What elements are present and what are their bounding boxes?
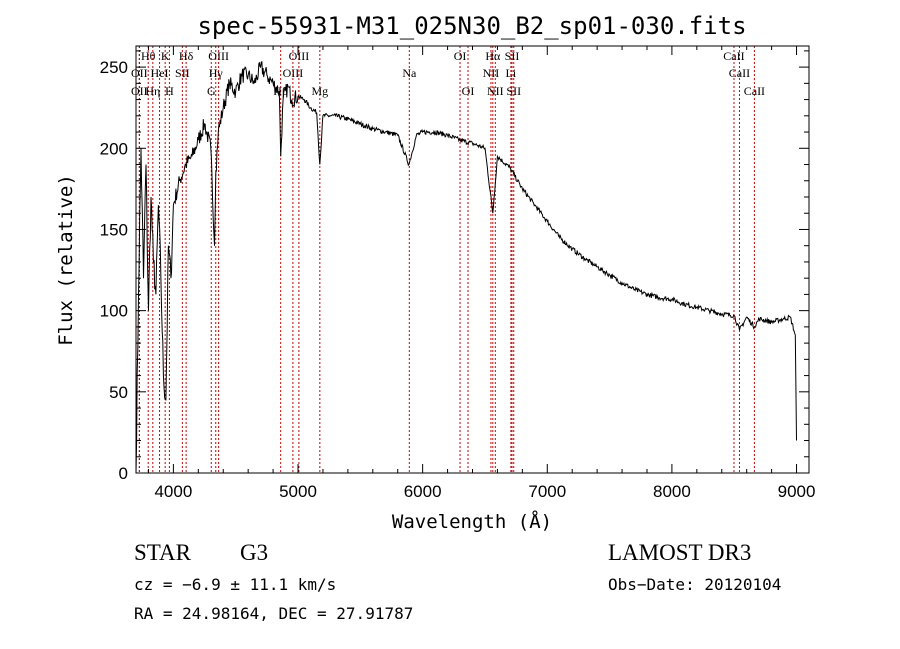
y-tick-label: 200 bbox=[100, 139, 128, 158]
x-tick-label: 9000 bbox=[778, 482, 816, 501]
emission-line-label: Hη bbox=[145, 84, 160, 98]
emission-line-label: SII bbox=[505, 49, 520, 63]
emission-line-label: K bbox=[161, 49, 170, 63]
y-tick-label: 250 bbox=[100, 58, 128, 77]
axis-ticks: 4000 5000 6000 7000 8000 9000 0 50 100 150 200 250 bbox=[100, 46, 816, 501]
y-tick-label: 100 bbox=[100, 302, 128, 321]
emission-line-label: Li bbox=[506, 66, 517, 80]
y-axis-label: Flux (relative) bbox=[55, 174, 77, 346]
emission-line-label: SII bbox=[506, 84, 521, 98]
x-axis-label: Wavelength (Å) bbox=[392, 510, 552, 533]
x-tick-label: 7000 bbox=[528, 482, 566, 501]
emission-line-label: G bbox=[207, 84, 216, 98]
y-tick-label: 150 bbox=[100, 220, 128, 239]
emission-line-label: OIII bbox=[208, 49, 229, 63]
emission-line-label: Na bbox=[402, 66, 417, 80]
emission-line-label: Hδ bbox=[179, 49, 194, 63]
plot-frame bbox=[135, 45, 810, 474]
emission-line-label: OIII bbox=[283, 66, 304, 80]
survey-name: LAMOST DR3 bbox=[608, 540, 751, 565]
emission-line-label: Hγ bbox=[209, 66, 224, 80]
emission-line-label: Hα bbox=[485, 49, 501, 63]
x-tick-label: 6000 bbox=[404, 482, 442, 501]
emission-line-label: OI bbox=[462, 84, 475, 98]
object-subclass: G3 bbox=[240, 540, 268, 565]
redshift-cz: cz = −6.9 ± 11.1 km/s bbox=[134, 575, 336, 594]
coordinates: RA = 24.98164, DEC = 27.91787 bbox=[134, 604, 413, 623]
emission-line-label: CaII bbox=[729, 66, 750, 80]
emission-line-label: CaII bbox=[723, 49, 744, 63]
emission-line-label: SII bbox=[175, 66, 190, 80]
emission-line-markers bbox=[138, 46, 755, 473]
emission-line-labels: Hθ K Hδ OIII OIII OI Hα SII CaII OII HeI SII Hγ OIII N… bbox=[131, 49, 765, 98]
obs-date: Obs−Date: 20120104 bbox=[608, 575, 781, 594]
emission-line-label: OII bbox=[131, 66, 148, 80]
emission-line-label: OIII bbox=[289, 49, 310, 63]
object-class: STAR bbox=[134, 540, 192, 565]
emission-line-label: HeI bbox=[151, 66, 169, 80]
emission-line-label: NII bbox=[483, 66, 500, 80]
spectrum-line bbox=[135, 61, 797, 474]
x-tick-label: 5000 bbox=[279, 482, 317, 501]
x-tick-label: 8000 bbox=[653, 482, 691, 501]
emission-line-label: CaII bbox=[744, 84, 765, 98]
emission-line-label: NII bbox=[487, 84, 504, 98]
chart-title: spec-55931-M31_025N30_B2_sp01-030.fits bbox=[197, 12, 746, 40]
emission-line-label: H bbox=[165, 84, 174, 98]
emission-line-label: OII bbox=[131, 84, 148, 98]
y-tick-label: 0 bbox=[119, 464, 128, 483]
emission-line-label: Hθ bbox=[141, 49, 156, 63]
y-tick-label: 50 bbox=[109, 383, 128, 402]
emission-line-label: Mg bbox=[311, 84, 328, 98]
x-tick-label: 4000 bbox=[154, 482, 192, 501]
emission-line-label: OI bbox=[454, 49, 467, 63]
